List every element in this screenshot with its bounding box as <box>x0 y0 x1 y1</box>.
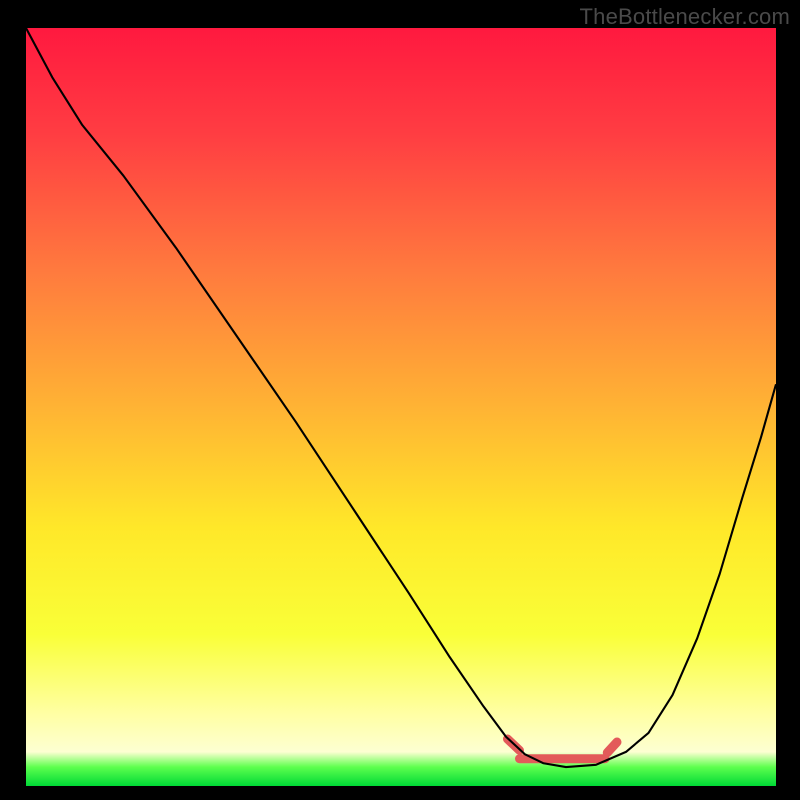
plot-background <box>26 28 776 786</box>
chart-container: TheBottlenecker.com <box>0 0 800 800</box>
watermark-text: TheBottlenecker.com <box>580 4 790 30</box>
bottleneck-curve-chart <box>26 28 776 786</box>
